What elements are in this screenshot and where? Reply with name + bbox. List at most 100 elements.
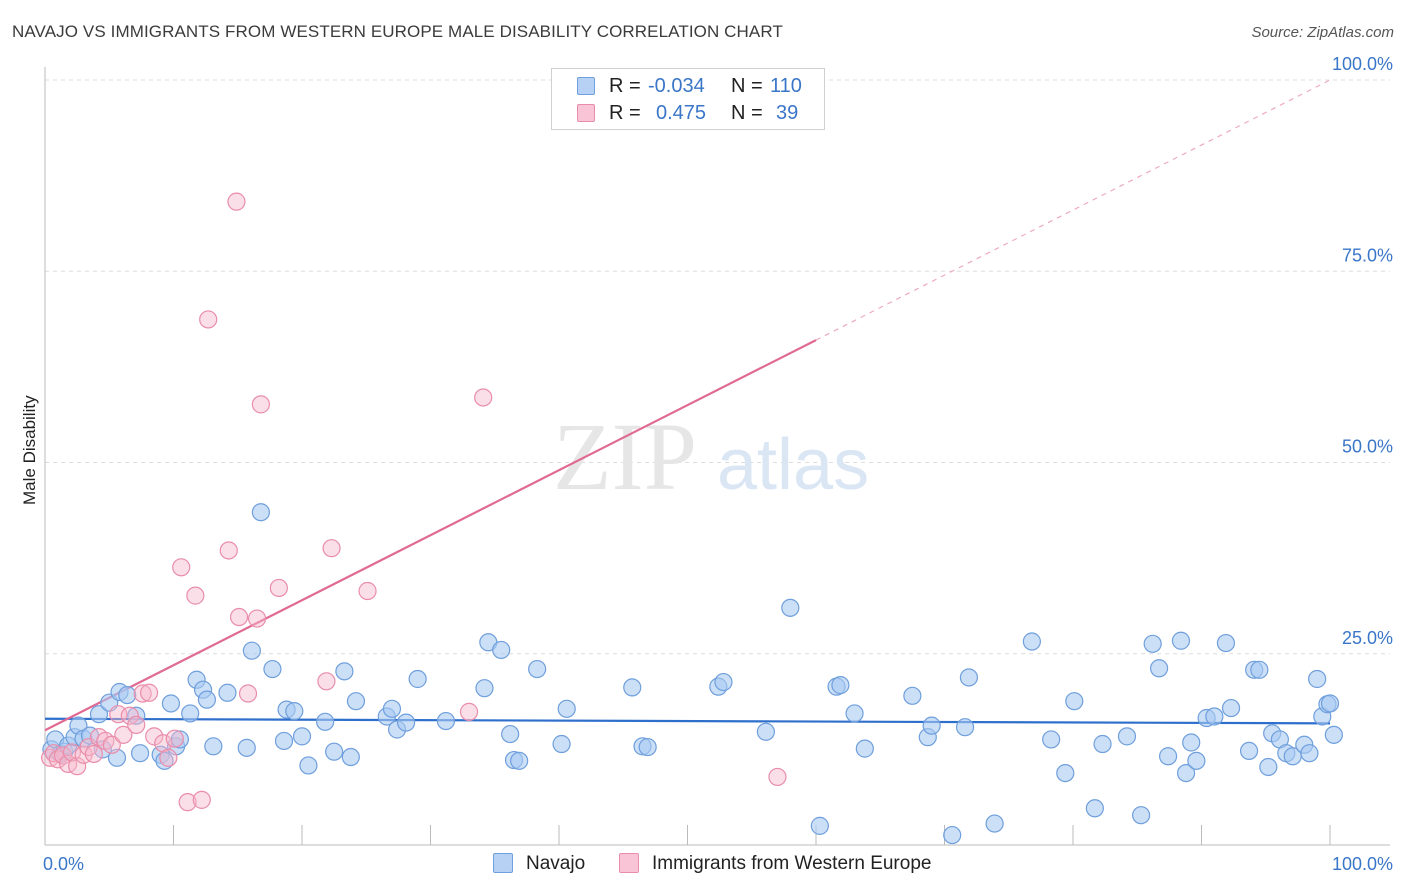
immigrants-point bbox=[109, 705, 128, 724]
immigrants-point bbox=[102, 735, 121, 754]
navajo-point bbox=[436, 711, 456, 731]
immigrants-point bbox=[219, 541, 238, 560]
immigrants-point bbox=[768, 767, 787, 787]
immigrants-point bbox=[114, 725, 133, 744]
navajo-point bbox=[1022, 632, 1041, 651]
navajo-point bbox=[285, 702, 304, 721]
navajo-point bbox=[382, 699, 402, 718]
navajo-point bbox=[845, 704, 864, 723]
navajo-point bbox=[1042, 730, 1061, 749]
immigrants-point bbox=[120, 706, 139, 725]
legend-immigrants-label: Immigrants from Western Europe bbox=[652, 853, 932, 874]
x-tick-label: 100.0% bbox=[1332, 854, 1393, 874]
navajo-point bbox=[1320, 694, 1340, 713]
immigrants-point bbox=[165, 729, 184, 748]
navajo-point bbox=[204, 737, 223, 756]
navajo-point bbox=[1182, 733, 1201, 752]
navajo-point bbox=[218, 683, 237, 702]
immigrants-point bbox=[192, 790, 211, 809]
navajo-point bbox=[1132, 806, 1151, 825]
navajo-point bbox=[810, 816, 829, 835]
navajo-point bbox=[325, 742, 344, 761]
navajo-point bbox=[903, 686, 922, 705]
navajo-point bbox=[263, 659, 282, 679]
immigrants-point bbox=[229, 607, 249, 627]
navajo-point bbox=[1216, 633, 1236, 653]
navajo-point bbox=[396, 713, 416, 732]
navajo-point bbox=[161, 694, 181, 713]
navajo-point bbox=[408, 669, 427, 689]
navajo-point bbox=[89, 705, 109, 724]
immigrants-point bbox=[172, 558, 191, 577]
navajo-point bbox=[1221, 698, 1241, 718]
navajo-point bbox=[251, 503, 270, 522]
navajo-point bbox=[1158, 747, 1178, 766]
navajo-point bbox=[623, 678, 642, 697]
immigrants-point bbox=[317, 672, 336, 691]
navajo-point bbox=[292, 727, 312, 746]
legend-navajo-swatch bbox=[493, 853, 513, 873]
navajo-point bbox=[130, 744, 150, 763]
navajo-point bbox=[1065, 692, 1084, 711]
navajo-point bbox=[181, 704, 200, 723]
navajo-point bbox=[959, 668, 979, 687]
navajo-point bbox=[943, 825, 962, 845]
navajo-point bbox=[1324, 725, 1343, 744]
navajo-point bbox=[955, 718, 975, 737]
navajo-point bbox=[197, 690, 217, 709]
navajo-point bbox=[242, 641, 261, 660]
navajo-point bbox=[781, 598, 800, 617]
navajo-point bbox=[510, 751, 529, 770]
legend-immigrants-swatch bbox=[619, 853, 639, 873]
y-tick-label: 75.0% bbox=[1342, 245, 1393, 265]
n-label: N = bbox=[731, 102, 763, 124]
watermark-atlas: atlas bbox=[717, 425, 869, 505]
navajo-swatch bbox=[577, 77, 595, 95]
grid-lines bbox=[45, 79, 1390, 655]
navajo-point bbox=[492, 640, 511, 660]
navajo-point bbox=[714, 672, 733, 692]
n-label: N = bbox=[731, 75, 763, 97]
immigrants-trend-extension bbox=[815, 79, 1331, 341]
tick-labels: 25.0% 50.0% 75.0% 100.0% 0.0% 100.0% bbox=[43, 54, 1393, 874]
r-label: R = bbox=[609, 102, 641, 124]
immigrants-point bbox=[133, 684, 152, 703]
navajo-point bbox=[1308, 669, 1327, 689]
navajo-point bbox=[1117, 727, 1137, 746]
r-value: 0.475 bbox=[656, 102, 707, 124]
navajo-point bbox=[552, 734, 571, 754]
navajo-point bbox=[1056, 763, 1075, 783]
immigrants-point bbox=[322, 539, 341, 558]
immigrants-point bbox=[227, 192, 246, 211]
immigrants-point bbox=[358, 581, 377, 601]
navajo-point bbox=[118, 685, 137, 705]
immigrants-swatch bbox=[577, 104, 595, 122]
navajo-point bbox=[985, 814, 1004, 833]
correlation-stats-box: R = -0.034 N = 110 R = 0.475 N = 39 bbox=[551, 68, 825, 130]
n-value: 39 bbox=[776, 102, 799, 124]
navajo-point bbox=[299, 756, 318, 775]
navajo-point bbox=[1187, 751, 1206, 770]
navajo-point bbox=[501, 724, 520, 744]
watermark: ZIP atlas bbox=[553, 403, 869, 510]
y-tick-label: 25.0% bbox=[1342, 628, 1393, 648]
navajo-point bbox=[1259, 757, 1278, 777]
immigrants-point bbox=[474, 388, 493, 407]
x-tick-label: 0.0% bbox=[43, 854, 84, 874]
immigrants-point bbox=[269, 578, 288, 598]
navajo-point bbox=[831, 676, 850, 695]
navajo-point bbox=[346, 692, 366, 711]
watermark-zip: ZIP bbox=[553, 403, 697, 510]
r-label: R = bbox=[609, 75, 641, 97]
immigrants-trend-line bbox=[44, 339, 817, 732]
immigrants-point bbox=[199, 310, 218, 329]
navajo-point bbox=[1239, 741, 1259, 761]
navajo-point bbox=[1205, 707, 1224, 726]
immigrants-point bbox=[247, 609, 267, 628]
immigrants-point bbox=[84, 744, 103, 764]
navajo-point bbox=[1085, 799, 1104, 818]
immigrants-point bbox=[251, 395, 270, 414]
navajo-point bbox=[127, 706, 146, 725]
stats-row-immigrants: R = 0.475 N = 39 bbox=[552, 101, 826, 125]
